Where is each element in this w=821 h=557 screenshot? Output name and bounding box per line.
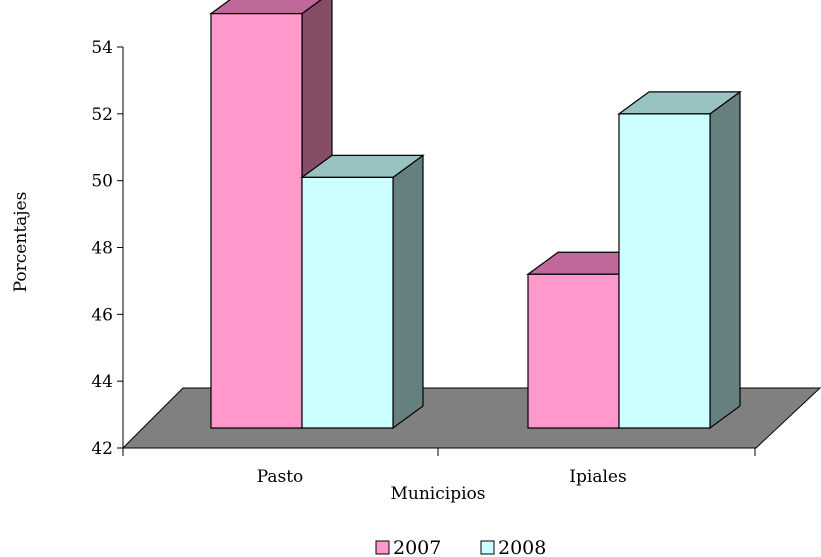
x-axis-title: Municipios — [391, 484, 486, 504]
y-tick-label: 48 — [91, 239, 113, 259]
bar-ipiales-2008 — [617, 90, 742, 430]
y-tick-label: 52 — [91, 105, 113, 125]
legend-item-2008: 2008 — [480, 537, 546, 557]
bar-side — [392, 154, 424, 430]
y-tick-label: 46 — [91, 305, 113, 325]
y-tick-label: 44 — [91, 372, 113, 392]
bar-pasto-2008 — [300, 154, 425, 430]
bar-front — [618, 113, 711, 429]
legend-item-2007: 2007 — [375, 537, 441, 557]
y-tick-label: 54 — [91, 38, 113, 58]
y-tick-label: 50 — [91, 172, 113, 192]
bar-front — [301, 176, 394, 429]
x-tick-label: Ipiales — [569, 467, 626, 487]
y-tick-label: 42 — [91, 439, 113, 459]
legend-swatch — [480, 540, 495, 555]
legend-swatch — [375, 540, 390, 555]
y-axis-title: Porcentajes — [11, 192, 31, 293]
x-tick-label: Pasto — [257, 467, 304, 487]
bar-front — [527, 273, 620, 429]
legend: 2007 2008 — [375, 537, 546, 557]
bar-front — [210, 13, 303, 429]
legend-label: 2007 — [393, 537, 441, 557]
bar-side — [709, 90, 741, 430]
legend-label: 2008 — [498, 537, 546, 557]
